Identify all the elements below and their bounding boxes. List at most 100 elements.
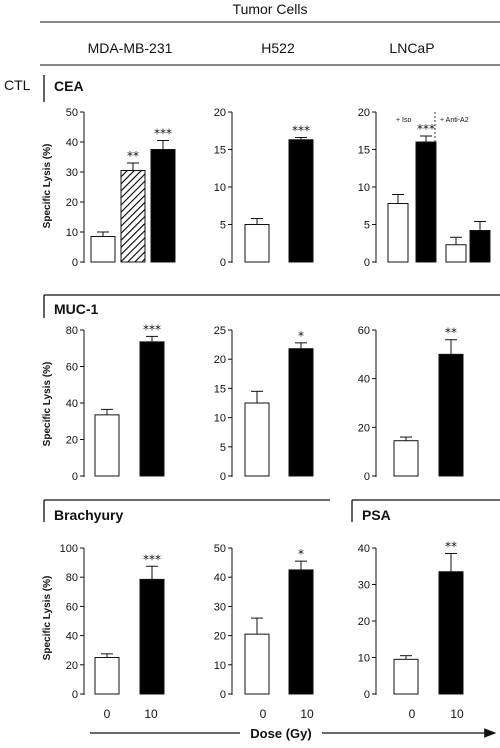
xtick-label: 10 <box>144 707 158 721</box>
y-tick-label: 5 <box>364 220 370 232</box>
panel-brachyury-mda: 0 20 40 60 80 100 *** <box>60 543 165 701</box>
panel-muc1-mda: 0 20 40 60 80 *** <box>66 322 165 483</box>
column-label-lncap: LNCaP <box>389 40 434 56</box>
xtick-label: 10 <box>450 707 464 721</box>
bar <box>393 658 419 695</box>
y-tick-label: 30 <box>66 167 78 179</box>
y-tick-label: 30 <box>358 580 370 592</box>
panel-muc1-h522: 0 5 10 15 20 25 * <box>214 325 314 483</box>
y-tick-label: 80 <box>66 572 78 584</box>
y-tick-label: 60 <box>358 325 370 337</box>
y-tick-label: 20 <box>66 660 78 672</box>
y-tick-label: 5 <box>220 220 226 232</box>
y-tick-label: 20 <box>358 422 370 434</box>
row-label-cea: CEA <box>54 78 84 94</box>
significance-label: ** <box>445 326 457 340</box>
y-tick-label: 15 <box>214 383 226 395</box>
row-label-muc1: MUC-1 <box>54 301 99 317</box>
y-tick-label: 20 <box>214 107 226 119</box>
bar <box>139 341 165 477</box>
y-tick-label: 0 <box>220 257 226 269</box>
xtick-label: 0 <box>104 707 111 721</box>
y-tick-label: 10 <box>358 182 370 194</box>
bar <box>139 578 165 695</box>
bar <box>244 633 270 695</box>
y-tick-label: 0 <box>72 689 78 701</box>
bar <box>244 402 270 477</box>
bar <box>90 236 116 263</box>
y-tick-label: 20 <box>66 197 78 209</box>
y-tick-label: 20 <box>358 107 370 119</box>
significance-label: *** <box>143 322 161 336</box>
y-tick-label: 40 <box>358 374 370 386</box>
significance-label: *** <box>154 127 172 141</box>
y-tick-label: 0 <box>364 257 370 269</box>
significance-label: ** <box>127 149 139 163</box>
significance-label: * <box>298 329 304 343</box>
y-tick-label: 10 <box>66 227 78 239</box>
significance-label: *** <box>417 122 435 136</box>
y-tick-label: 40 <box>66 631 78 643</box>
y-tick-label: 0 <box>72 471 78 483</box>
ylabel-cea: Specific Lysis (%) <box>42 144 53 229</box>
y-tick-label: 50 <box>66 107 78 119</box>
y-tick-label: 30 <box>214 601 226 613</box>
y-tick-label: 20 <box>66 435 78 447</box>
xtick-label: 0 <box>260 707 267 721</box>
panel-annotation: + Iso <box>396 117 411 124</box>
y-tick-label: 20 <box>214 631 226 643</box>
y-tick-label: 10 <box>214 660 226 672</box>
bar <box>469 230 491 263</box>
bar <box>393 440 419 477</box>
row-label-brachyury: Brachyury <box>54 507 123 523</box>
significance-label: *** <box>292 124 310 138</box>
ylabel-muc1: Specific Lysis (%) <box>42 362 53 447</box>
significance-label: *** <box>143 552 161 566</box>
xtick-label: 10 <box>300 707 314 721</box>
panel-psa-lncap: 0 10 20 30 40 ** <box>358 539 464 701</box>
y-tick-label: 20 <box>358 616 370 628</box>
panel-cea-lncap: 0 5 10 15 20 *** + Iso + Anti-A2 <box>358 107 491 269</box>
y-tick-label: 60 <box>66 362 78 374</box>
y-tick-label: 80 <box>66 325 78 337</box>
bar <box>244 224 270 263</box>
y-tick-label: 15 <box>358 145 370 157</box>
bar <box>438 353 464 477</box>
y-tick-label: 50 <box>214 543 226 555</box>
y-tick-label: 10 <box>214 413 226 425</box>
bar <box>288 139 314 263</box>
panel-muc1-lncap: 0 20 40 60 ** <box>358 325 464 483</box>
y-tick-label: 100 <box>60 543 78 555</box>
bar <box>445 244 467 263</box>
significance-label: ** <box>445 539 457 553</box>
y-tick-label: 40 <box>66 137 78 149</box>
panel-annotation: + Anti-A2 <box>440 117 469 124</box>
y-tick-label: 20 <box>214 354 226 366</box>
y-tick-label: 0 <box>364 471 370 483</box>
column-label-mda: MDA-MB-231 <box>88 40 173 56</box>
y-tick-label: 40 <box>358 543 370 555</box>
y-tick-label: 10 <box>358 653 370 665</box>
y-tick-label: 15 <box>214 145 226 157</box>
y-tick-label: 5 <box>220 442 226 454</box>
xaxis-title: Dose (Gy) <box>250 726 311 741</box>
y-tick-label: 0 <box>220 689 226 701</box>
panel-cea-h522: 0 5 10 15 20 *** <box>214 107 314 269</box>
column-label-h522: H522 <box>261 40 295 56</box>
y-tick-label: 60 <box>66 601 78 613</box>
ylabel-brachyury: Specific Lysis (%) <box>42 576 53 661</box>
bar <box>94 414 120 477</box>
bar <box>288 569 314 695</box>
ctl-label: CTL <box>4 77 31 93</box>
y-tick-label: 0 <box>72 257 78 269</box>
bar <box>288 348 314 477</box>
y-tick-label: 40 <box>66 398 78 410</box>
row-label-psa: PSA <box>362 507 391 523</box>
y-tick-label: 0 <box>220 471 226 483</box>
y-tick-label: 10 <box>214 182 226 194</box>
y-tick-label: 25 <box>214 325 226 337</box>
figure-title: Tumor Cells <box>233 1 308 17</box>
bar <box>120 170 146 263</box>
